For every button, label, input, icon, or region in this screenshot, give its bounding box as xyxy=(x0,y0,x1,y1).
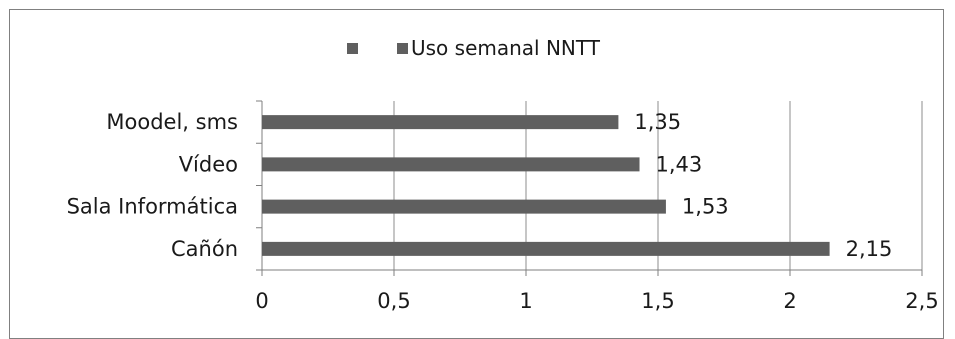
data-label: 1,43 xyxy=(656,152,703,176)
category-label: Cañón xyxy=(171,237,238,261)
bar xyxy=(262,115,619,130)
bar-chart: 0 0,5 1 1,5 2 2,5 Moodel, sms 1,35 Vídeo 1,43 Sala… xyxy=(67,36,939,313)
legend: Uso semanal NNTT xyxy=(347,36,601,60)
legend-swatch xyxy=(347,43,358,54)
grid-lines xyxy=(393,101,923,270)
category-label: Sala Informática xyxy=(67,195,238,219)
legend-swatch xyxy=(397,43,408,54)
data-label: 1,53 xyxy=(682,195,729,219)
category-label: Moodel, sms xyxy=(106,110,238,134)
x-tick-label: 1 xyxy=(519,289,532,313)
x-tick-label: 0,5 xyxy=(377,289,410,313)
x-tick-label: 1,5 xyxy=(641,289,674,313)
chart-frame xyxy=(9,9,944,339)
legend-label: Uso semanal NNTT xyxy=(411,36,601,60)
bar xyxy=(262,157,640,172)
data-label: 1,35 xyxy=(634,110,681,134)
x-tick-label: 2 xyxy=(783,289,796,313)
category-label: Vídeo xyxy=(179,152,238,176)
x-tick-label: 0 xyxy=(255,289,268,313)
bar xyxy=(262,199,666,214)
bar xyxy=(262,241,830,256)
labels: 0 0,5 1 1,5 2 2,5 Moodel, sms 1,35 Vídeo 1,43 Sala… xyxy=(67,110,939,313)
x-tick-label: 2,5 xyxy=(905,289,938,313)
bars xyxy=(262,115,830,256)
data-label: 2,15 xyxy=(846,237,893,261)
